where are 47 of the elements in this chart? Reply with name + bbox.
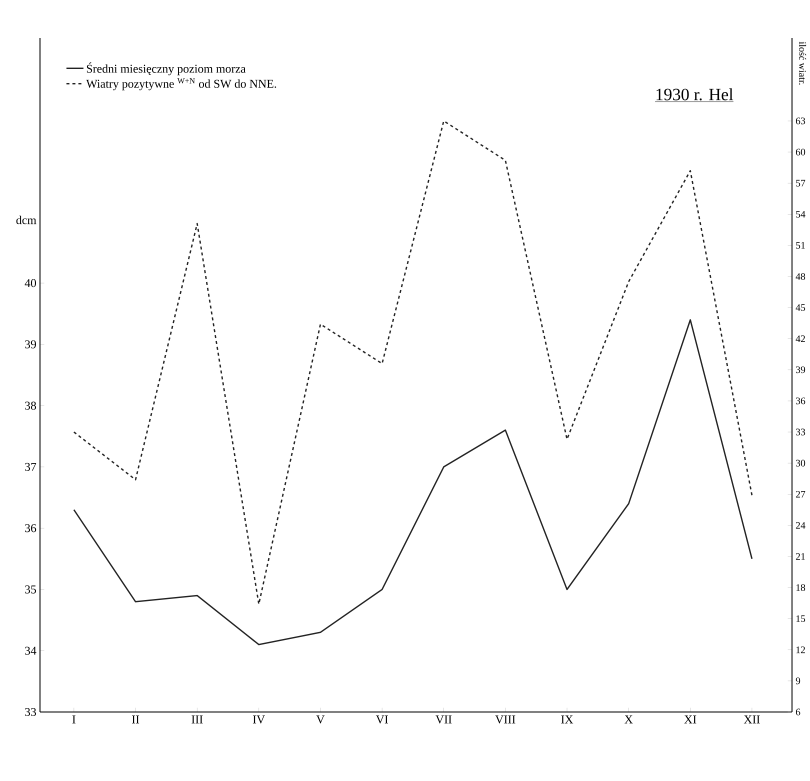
x-tick-label: V: [316, 716, 325, 724]
x-tick-label: VIII: [495, 716, 516, 724]
line-series: [73, 319, 753, 646]
x-tick-label: X: [624, 716, 633, 724]
y2-axis-title: ilość wiatr.: [799, 42, 806, 85]
x-tick-label: VII: [436, 716, 452, 724]
y2-tick-label: 21: [796, 553, 805, 560]
x-tick-label: IX: [561, 716, 574, 724]
x-tick-label: I: [72, 716, 76, 724]
text: 1930 r. Hel: [656, 88, 734, 100]
y2-tick-label: 12: [796, 646, 805, 654]
y2-tick-label: 33: [796, 428, 806, 436]
y2-tick-label: 45: [796, 304, 806, 311]
y2-tick-label: 54: [796, 210, 806, 218]
y2-tick-label: 42: [796, 335, 805, 342]
y-tick-label: 35: [25, 585, 36, 594]
y-tick-label: 38: [25, 402, 36, 410]
y-tick-label: 39: [25, 340, 36, 348]
y2-tick-label: 9: [796, 678, 800, 684]
y-tick-label: 33: [25, 708, 36, 716]
y2-tick-label: 30: [796, 460, 806, 466]
y-tick-label: 40: [24, 279, 36, 288]
y2-tick-label: 6: [796, 708, 800, 716]
line-series: [73, 120, 753, 605]
y2-tick-label: 36: [796, 398, 806, 404]
x-tick-label: III: [192, 716, 203, 724]
y2-tick-label: 48: [796, 273, 806, 280]
y2-tick-label: 57: [796, 180, 806, 186]
y2-tick-label: 18: [796, 584, 806, 591]
y-axis-title: dcm: [16, 216, 36, 224]
x-tick-label: IV: [252, 716, 265, 724]
x-tick-label: VI: [376, 716, 388, 724]
y2-tick-label: 15: [796, 615, 806, 622]
x-tick-label: XI: [684, 716, 696, 724]
y2-tick-label: 51: [796, 242, 805, 249]
x-tick-label: XII: [744, 716, 760, 724]
legend-label: Średni miesięczny poziom morza: [86, 62, 246, 76]
x-tick-label: II: [132, 716, 140, 724]
y2-tick-label: 63: [796, 118, 806, 124]
y-tick-label: 36: [25, 524, 36, 532]
y2-tick-label: 27: [796, 490, 806, 498]
y-tick-label: 37: [25, 462, 36, 471]
y2-tick-label: 60: [796, 148, 806, 156]
y2-tick-label: 24: [796, 522, 806, 529]
y2-tick-label: 39: [796, 366, 806, 374]
y-tick-label: 34: [25, 646, 36, 655]
legend-label: Wiatry pozytywne $^{W+N}$ od SW do NNE.: [86, 78, 276, 90]
